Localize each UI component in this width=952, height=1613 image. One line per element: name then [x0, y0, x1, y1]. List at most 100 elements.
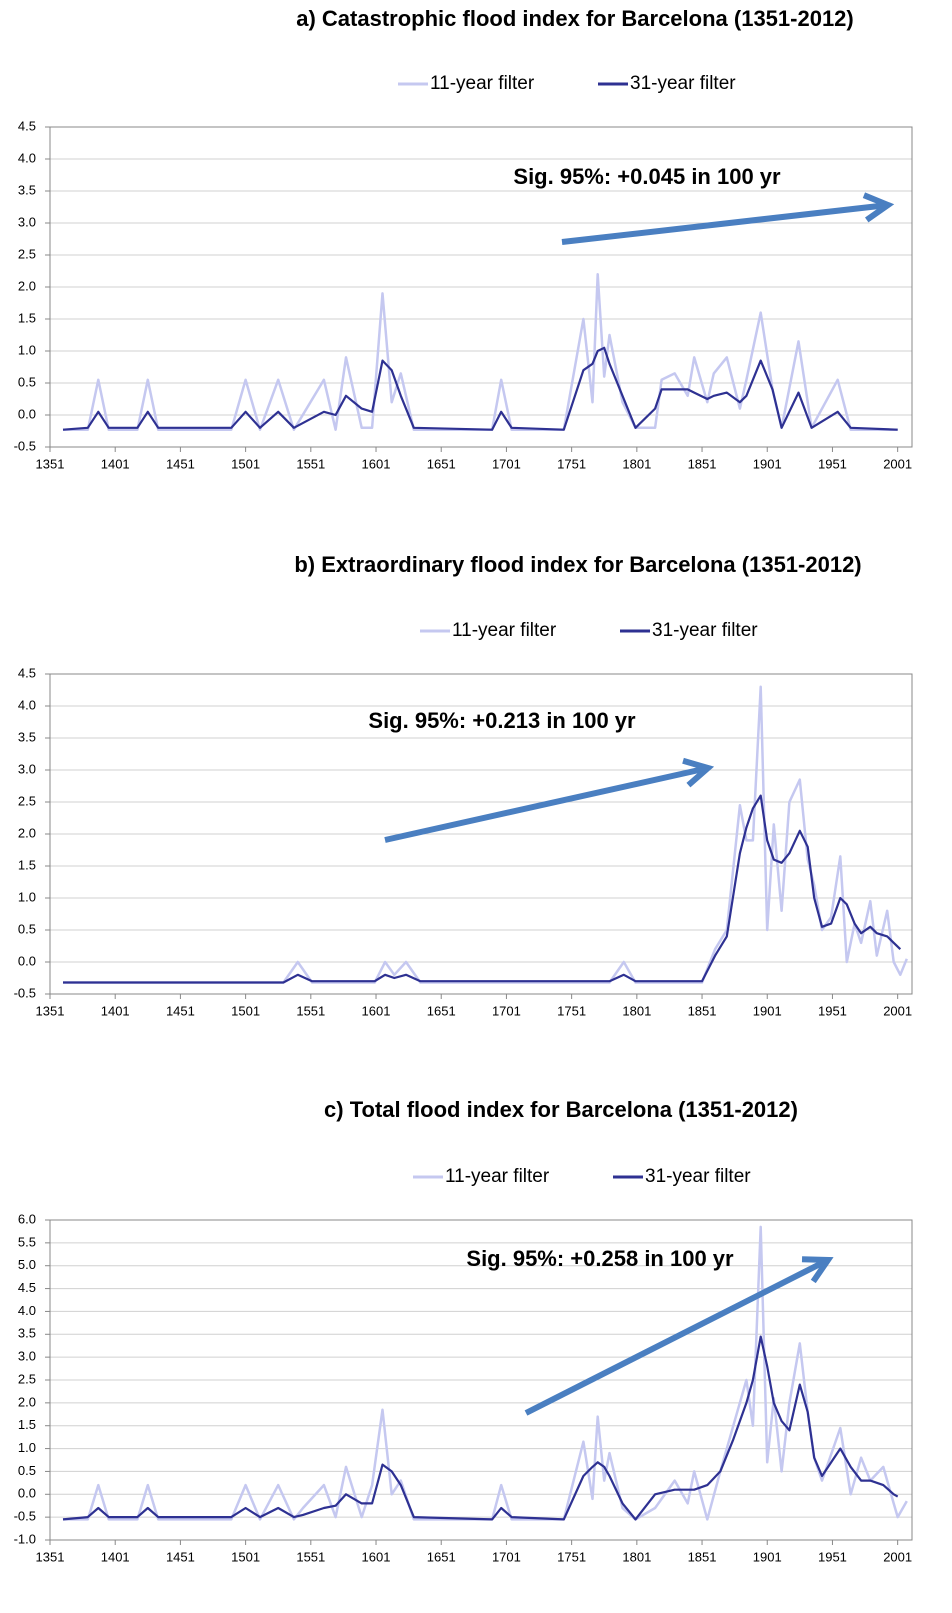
x-tick-label: 1951 — [818, 456, 847, 471]
annotation: Sig. 95%: +0.258 in 100 yr — [466, 1246, 734, 1271]
x-tick-label: 1751 — [557, 1003, 586, 1018]
y-tick-label: 1.0 — [18, 1440, 36, 1455]
x-tick-label: 1651 — [427, 456, 456, 471]
y-tick-label: 6.0 — [18, 1211, 36, 1226]
x-tick-label: 1751 — [557, 1549, 586, 1564]
x-tick-label: 1551 — [296, 1549, 325, 1564]
y-tick-label: 4.5 — [18, 118, 36, 133]
y-tick-label: 0.5 — [18, 374, 36, 389]
x-tick-label: 1501 — [231, 1549, 260, 1564]
trend-arrowhead — [682, 757, 715, 788]
y-tick-label: -0.5 — [14, 985, 36, 1000]
y-tick-label: 2.5 — [18, 793, 36, 808]
y-tick-label: 5.0 — [18, 1257, 36, 1272]
x-tick-label: 1501 — [231, 1003, 260, 1018]
y-tick-label: 2.5 — [18, 246, 36, 261]
x-tick-label: 1651 — [427, 1549, 456, 1564]
y-tick-label: 3.5 — [18, 1326, 36, 1341]
x-tick-label: 1901 — [753, 456, 782, 471]
x-tick-label: 2001 — [883, 1549, 912, 1564]
x-tick-label: 1701 — [492, 1549, 521, 1564]
y-tick-label: 0.0 — [18, 406, 36, 421]
y-tick-label: 4.5 — [18, 665, 36, 680]
chart-title: b) Extraordinary flood index for Barcelo… — [294, 552, 861, 577]
y-tick-label: 1.5 — [18, 1417, 36, 1432]
trend-arrowhead — [801, 1256, 834, 1284]
x-tick-label: 1701 — [492, 1003, 521, 1018]
x-tick-label: 1901 — [753, 1549, 782, 1564]
y-tick-label: 3.0 — [18, 761, 36, 776]
series-line — [63, 685, 908, 984]
x-tick-label: 1451 — [166, 1003, 195, 1018]
plot-frame — [49, 126, 913, 448]
x-tick-label: 1851 — [688, 456, 717, 471]
x-tick-label: 1901 — [753, 1003, 782, 1018]
plot-frame — [49, 1219, 913, 1541]
y-tick-label: 1.5 — [18, 857, 36, 872]
annotation: Sig. 95%: +0.213 in 100 yr — [368, 708, 636, 733]
y-tick-label: 0.5 — [18, 921, 36, 936]
y-tick-label: 5.5 — [18, 1234, 36, 1249]
y-tick-label: 3.5 — [18, 729, 36, 744]
series-line — [62, 1335, 899, 1521]
x-tick-label: 1751 — [557, 456, 586, 471]
chart-title: a) Catastrophic flood index for Barcelon… — [296, 6, 854, 31]
x-tick-label: 1351 — [36, 456, 65, 471]
x-tick-label: 1651 — [427, 1003, 456, 1018]
trend-arrow — [561, 202, 889, 245]
x-tick-label: 1451 — [166, 1549, 195, 1564]
x-tick-label: 1951 — [818, 1549, 847, 1564]
x-tick-label: 1451 — [166, 456, 195, 471]
x-tick-label: 1801 — [622, 456, 651, 471]
y-tick-label: 0.0 — [18, 953, 36, 968]
x-tick-label: 2001 — [883, 1003, 912, 1018]
trend-arrow — [384, 765, 709, 843]
x-tick-label: 1851 — [688, 1549, 717, 1564]
legend-label: 11-year filter — [445, 1166, 550, 1187]
y-tick-label: 1.0 — [18, 889, 36, 904]
y-tick-label: 2.0 — [18, 1394, 36, 1409]
y-tick-label: -0.5 — [14, 1509, 36, 1524]
x-tick-label: 1601 — [362, 1003, 391, 1018]
y-tick-label: 0.0 — [18, 1486, 36, 1501]
y-tick-label: 2.5 — [18, 1371, 36, 1386]
x-tick-label: 1401 — [101, 1549, 130, 1564]
y-tick-label: -1.0 — [14, 1531, 36, 1546]
legend-label: 11-year filter — [430, 73, 535, 94]
y-tick-label: 3.5 — [18, 182, 36, 197]
annotation: Sig. 95%: +0.045 in 100 yr — [513, 164, 781, 189]
x-tick-label: 1351 — [36, 1003, 65, 1018]
trend-arrow — [524, 1257, 830, 1416]
y-tick-label: 2.0 — [18, 278, 36, 293]
legend-label: 31-year filter — [645, 1166, 751, 1187]
y-tick-label: 3.0 — [18, 214, 36, 229]
chart-title: c) Total flood index for Barcelona (1351… — [324, 1097, 798, 1122]
plot-frame — [49, 673, 913, 995]
x-tick-label: 1951 — [818, 1003, 847, 1018]
legend-label: 31-year filter — [652, 620, 758, 641]
x-tick-label: 1551 — [296, 1003, 325, 1018]
x-tick-label: 1401 — [101, 1003, 130, 1018]
y-tick-label: 4.0 — [18, 1303, 36, 1318]
y-tick-label: -0.5 — [14, 438, 36, 453]
y-tick-label: 3.0 — [18, 1349, 36, 1364]
x-tick-label: 1351 — [36, 1549, 65, 1564]
x-tick-label: 1401 — [101, 456, 130, 471]
x-tick-label: 1601 — [362, 1549, 391, 1564]
x-tick-label: 1551 — [296, 456, 325, 471]
legend-label: 11-year filter — [452, 620, 557, 641]
series-line — [63, 272, 898, 431]
legend-label: 31-year filter — [630, 73, 736, 94]
y-tick-label: 0.5 — [18, 1463, 36, 1478]
y-tick-label: 4.0 — [18, 150, 36, 165]
x-tick-label: 1801 — [622, 1549, 651, 1564]
series-line — [62, 346, 898, 431]
x-tick-label: 1601 — [362, 456, 391, 471]
y-tick-label: 2.0 — [18, 825, 36, 840]
trend-arrowhead — [862, 192, 895, 223]
x-tick-label: 1801 — [622, 1003, 651, 1018]
y-tick-label: 4.5 — [18, 1280, 36, 1295]
series-line — [63, 794, 902, 984]
y-tick-label: 4.0 — [18, 697, 36, 712]
y-tick-label: 1.0 — [18, 342, 36, 357]
